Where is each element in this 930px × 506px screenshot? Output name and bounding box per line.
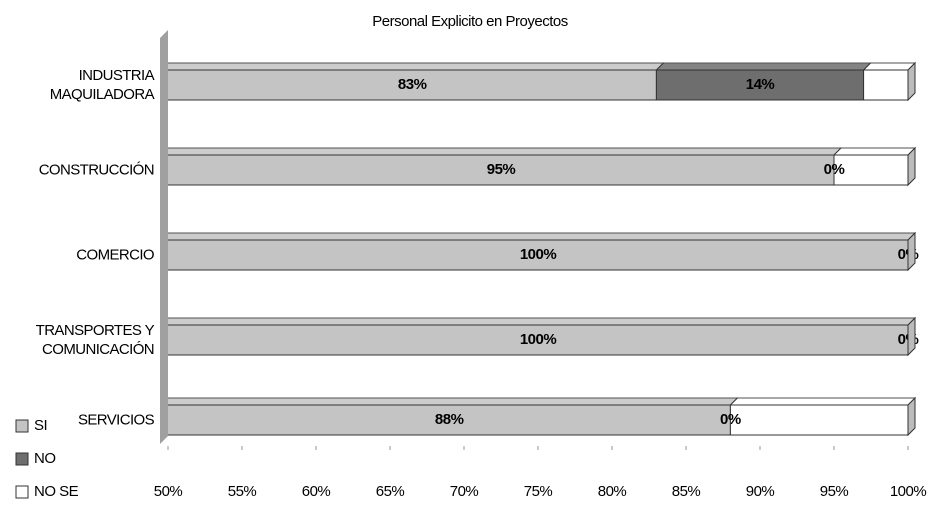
category-label: CONSTRUCCIÓN — [38, 161, 155, 179]
category-label: SERVICIOS — [77, 411, 155, 429]
x-tick-label: 95% — [820, 483, 849, 500]
bar-top-face — [862, 62, 916, 71]
x-tick-label: 60% — [302, 483, 331, 500]
data-label: 0% — [720, 411, 741, 428]
bar-top-face — [729, 397, 916, 406]
legend-label: SI — [34, 417, 47, 434]
chart-title: Personal Explicito en Proyectos — [372, 13, 567, 30]
bar-top-face — [168, 147, 843, 156]
bar-segment — [168, 69, 657, 101]
legend-swatch — [15, 485, 29, 499]
bar-top-face — [168, 397, 739, 406]
x-tick-label: 100% — [890, 483, 927, 500]
data-label: 100% — [520, 246, 557, 263]
category-label: INDUSTRIA MAQUILADORA — [49, 67, 155, 103]
legend-label: NO — [34, 450, 56, 467]
bar-top-face — [655, 62, 872, 71]
data-label: 14% — [746, 76, 775, 93]
category-label: COMERCIO — [76, 246, 154, 264]
x-tick-label: 50% — [154, 483, 183, 500]
x-tick-label: 80% — [598, 483, 627, 500]
x-tick-label: 75% — [524, 483, 553, 500]
bar-end-face — [907, 231, 916, 272]
bar-top-face — [168, 232, 916, 241]
x-tick-label: 65% — [376, 483, 405, 500]
data-label: 88% — [435, 411, 464, 428]
data-label: 83% — [398, 76, 427, 93]
x-tick-label: 90% — [746, 483, 775, 500]
bar-top-face — [832, 147, 916, 156]
x-tick-label: 55% — [228, 483, 257, 500]
bar-segment — [729, 404, 909, 436]
x-tick-label: 85% — [672, 483, 701, 500]
axis-wall — [160, 30, 168, 444]
data-label: 0% — [824, 161, 845, 178]
bar-end-face — [907, 146, 916, 187]
legend-swatch — [15, 452, 29, 466]
x-tick-label: 70% — [450, 483, 479, 500]
bar-end-face — [907, 61, 916, 102]
bar-end-face — [907, 396, 916, 437]
data-label: 95% — [487, 161, 516, 178]
data-label: 100% — [520, 331, 557, 348]
legend-swatch — [15, 419, 29, 433]
bar-segment — [168, 404, 731, 436]
bar-end-face — [907, 316, 916, 357]
bar-segment — [863, 69, 909, 101]
legend-label: NO SE — [34, 483, 79, 500]
category-label: TRANSPORTES Y COMUNICACIÓN — [35, 322, 155, 358]
bar-segment — [833, 154, 909, 186]
